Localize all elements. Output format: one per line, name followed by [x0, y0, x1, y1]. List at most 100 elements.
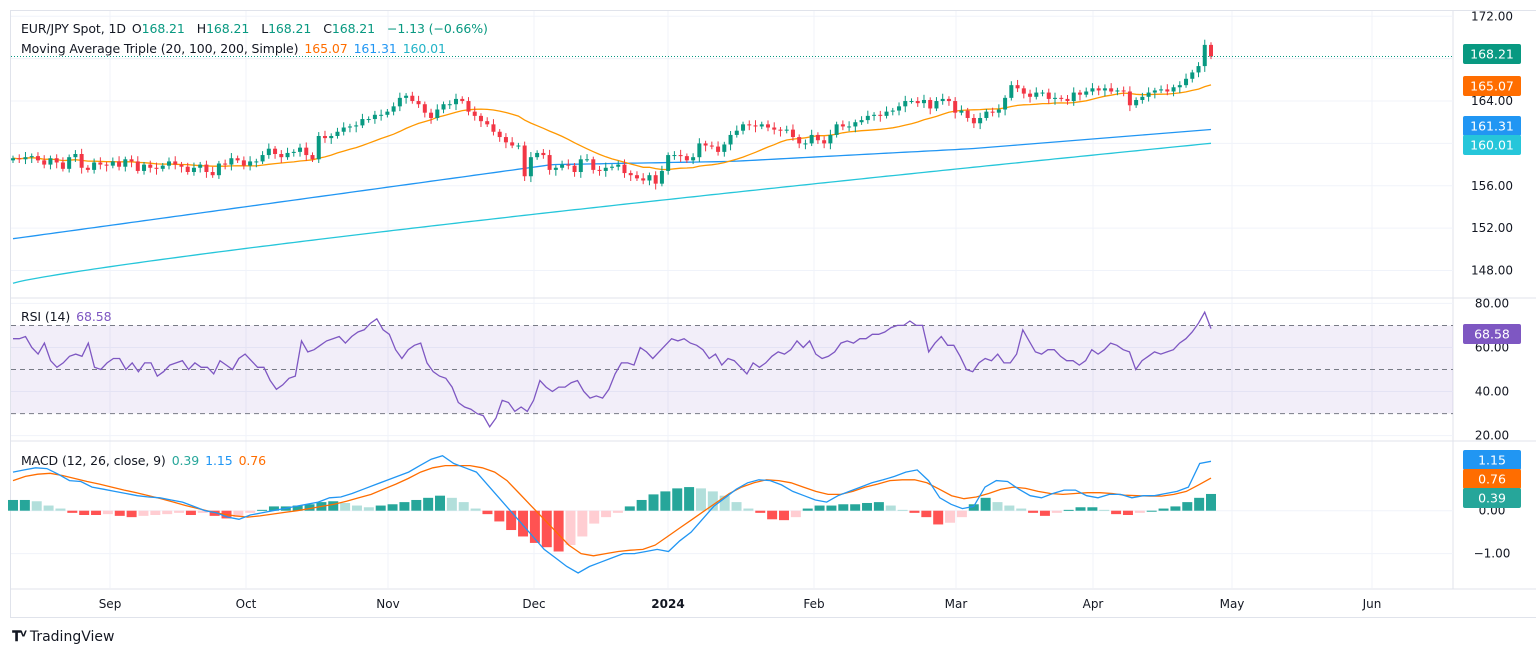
candle	[634, 171, 639, 182]
candle-body	[953, 101, 958, 113]
candle	[990, 107, 995, 117]
macd-histogram-bar	[814, 505, 825, 511]
candle-body	[216, 163, 221, 176]
price-axis-label: 156.00	[1471, 179, 1513, 193]
candle	[1184, 73, 1189, 88]
candle	[909, 98, 914, 104]
x-tick-label: Mar	[945, 597, 968, 611]
x-tick-label: Feb	[803, 597, 824, 611]
candle-body	[1009, 85, 1014, 98]
candle	[678, 149, 683, 162]
x-tick-label: Apr	[1083, 597, 1104, 611]
candle	[641, 173, 646, 185]
macd-histogram-bar	[494, 510, 505, 522]
candle	[304, 142, 309, 161]
candle-body	[940, 98, 945, 102]
macd-histogram-bar	[31, 501, 42, 511]
candle-body	[928, 99, 933, 109]
candle-body	[1177, 85, 1182, 88]
rsi-legend[interactable]: RSI (14) 68.58	[21, 309, 117, 324]
candle	[1127, 86, 1132, 112]
macd-value: 1.15	[205, 453, 233, 468]
ma-legend[interactable]: Moving Average Triple (20, 100, 200, Sim…	[21, 41, 452, 56]
candle	[67, 154, 72, 173]
axes: Sep Oct Nov Dec 2024 Feb Mar Apr May Jun 172.00 168…	[99, 9, 1513, 611]
candle-body	[934, 101, 939, 109]
candle-body	[909, 101, 914, 103]
candle	[840, 120, 845, 131]
candle	[235, 155, 240, 164]
candle-body	[722, 144, 727, 152]
candle	[447, 100, 452, 109]
candle	[741, 121, 746, 135]
candle-body	[1184, 78, 1189, 86]
candle-body	[266, 148, 271, 156]
candle-body	[1140, 96, 1145, 100]
macd-histogram-bar	[1016, 508, 1027, 511]
candle	[366, 116, 371, 123]
candle-body	[878, 114, 883, 116]
candle-body	[1209, 44, 1213, 57]
macd-histogram-bar	[435, 495, 446, 511]
rsi-axis-label: 20.00	[1475, 429, 1509, 443]
candle	[1059, 95, 1064, 102]
candle	[35, 152, 40, 164]
candle-body	[123, 159, 128, 167]
macd-histogram-bar	[351, 505, 362, 511]
candle	[135, 156, 140, 174]
candle	[191, 162, 196, 176]
macd-histogram-bar	[43, 505, 54, 511]
candle-body	[285, 152, 290, 158]
macd-histogram-bar	[257, 509, 268, 511]
candle-body	[1134, 99, 1139, 106]
macd-legend[interactable]: MACD (12, 26, close, 9) 0.39 1.15 0.76	[21, 453, 272, 468]
candle-body	[978, 117, 983, 124]
candle-body	[641, 178, 646, 181]
candle-body	[716, 146, 721, 152]
candle-body	[354, 125, 359, 127]
candle-body	[897, 106, 902, 111]
candle-body	[890, 110, 895, 112]
macd-histogram-bar	[245, 510, 256, 513]
macd-histogram-bar	[648, 494, 659, 511]
moving-average-lines	[12, 84, 1212, 284]
candle-body	[304, 147, 309, 156]
candle-body	[828, 134, 833, 144]
macd-histogram-bar	[506, 510, 517, 531]
macd-histogram-bar	[933, 510, 944, 525]
macd-histogram-bar	[636, 499, 647, 511]
candle	[722, 141, 727, 157]
macd-histogram-bar	[174, 510, 185, 513]
price-change: −1.13 (−0.66%)	[387, 21, 488, 36]
macd-histogram-bar	[304, 504, 315, 511]
macd-histogram-bar	[114, 510, 125, 516]
candle	[1115, 87, 1120, 96]
candle-body	[466, 101, 471, 112]
candle-body	[1059, 97, 1064, 99]
candle	[815, 132, 820, 144]
macd-histogram-bar	[968, 504, 979, 511]
macd-histogram-bar	[1004, 505, 1015, 511]
macd-histogram-bar	[1099, 509, 1110, 511]
candle-body	[616, 164, 621, 167]
candle	[179, 161, 184, 173]
candle-body	[840, 124, 845, 127]
candle	[597, 165, 602, 176]
ma-legend-label: Moving Average Triple (20, 100, 200, Sim…	[21, 41, 299, 56]
macd-histogram-bar	[387, 504, 398, 511]
macd-histogram-bar	[458, 502, 469, 511]
tradingview-logo[interactable]: 𝐓ⱽ TradingView	[12, 629, 114, 645]
candle-body	[154, 167, 159, 169]
candle-body	[541, 152, 546, 156]
candle	[578, 155, 583, 178]
macd-histogram-bar	[921, 510, 932, 518]
candle	[79, 148, 84, 174]
candle	[822, 136, 827, 149]
macd-histogram-bar	[1028, 510, 1039, 513]
candle-body	[422, 104, 427, 113]
candle-body	[990, 111, 995, 113]
candle-body	[672, 155, 677, 157]
macd-histogram-bar	[719, 495, 730, 511]
candle	[1171, 84, 1176, 97]
